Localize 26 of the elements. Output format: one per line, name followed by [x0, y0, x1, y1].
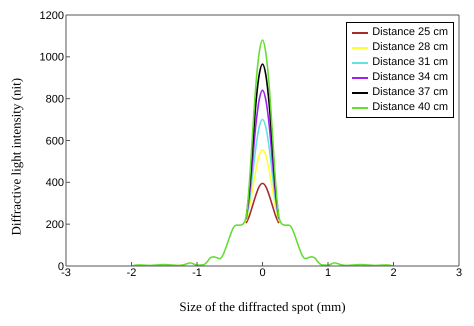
y-tick-label: 1200: [40, 10, 64, 22]
y-tick-label: 600: [46, 135, 64, 148]
legend-label: Distance 34 cm: [372, 70, 448, 85]
x-tick-label: 3: [456, 266, 462, 279]
legend-label: Distance 37 cm: [372, 85, 448, 100]
legend-label: Distance 31 cm: [372, 55, 448, 70]
y-tick-label: 800: [46, 94, 64, 106]
line-series: [245, 182, 280, 224]
x-tick-label: -2: [126, 266, 136, 279]
x-tick-label: 1: [324, 266, 332, 279]
line-series: [245, 90, 280, 220]
legend-label: Distance 25 cm: [372, 25, 448, 40]
x-axis-title: Size of the diffracted spot (mm): [179, 299, 346, 314]
x-tick-label: -3: [61, 266, 71, 279]
legend-label: Distance 28 cm: [372, 40, 448, 55]
x-tick-label: 0: [259, 266, 266, 279]
line-series: [245, 149, 280, 222]
x-tick-label: 2: [390, 266, 397, 279]
y-axis-title: Diffractive light intensity (nit): [8, 78, 24, 236]
x-tick-label: -1: [192, 266, 202, 279]
y-tick-label: 1000: [40, 52, 64, 64]
line-series: [245, 63, 280, 219]
y-tick-label: 400: [46, 177, 64, 190]
y-tick-label: 200: [46, 219, 64, 232]
legend-label: Distance 40 cm: [372, 100, 448, 115]
line-series: [245, 118, 280, 221]
